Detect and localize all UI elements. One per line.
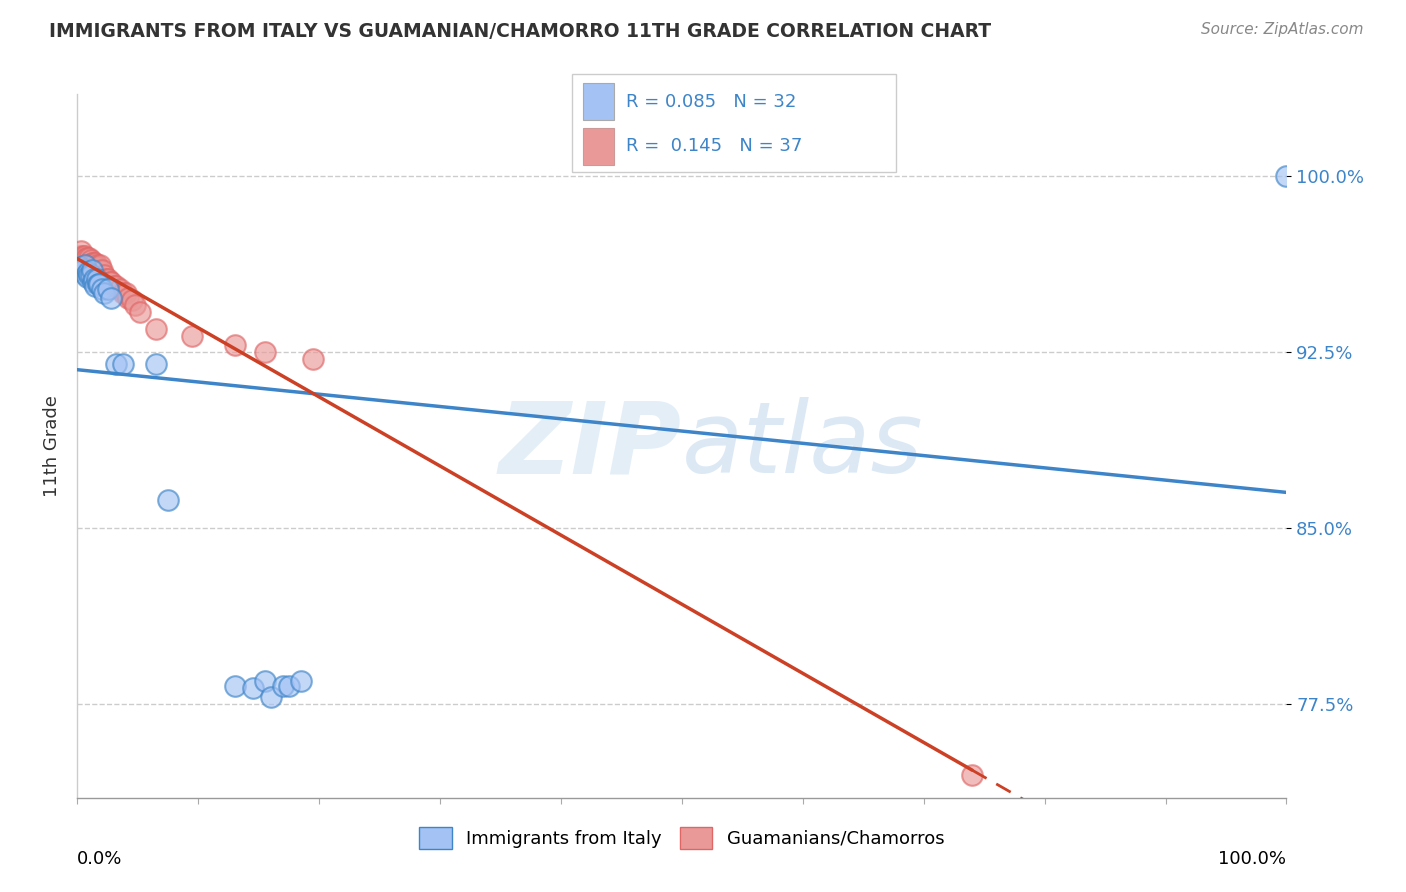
Y-axis label: 11th Grade: 11th Grade <box>42 395 60 497</box>
Point <box>108 282 131 296</box>
Text: atlas: atlas <box>682 398 924 494</box>
Point <box>80 256 103 270</box>
Point <box>224 679 246 693</box>
Point <box>83 272 105 286</box>
Point <box>124 298 146 312</box>
Point <box>105 357 128 371</box>
Point <box>69 249 91 263</box>
Point <box>100 291 122 305</box>
Point <box>260 690 283 705</box>
Point <box>103 279 125 293</box>
Point <box>70 262 93 277</box>
Point <box>87 262 110 277</box>
Point <box>105 279 128 293</box>
Point <box>145 321 167 335</box>
Point <box>84 256 107 270</box>
Point <box>70 244 93 258</box>
Point <box>96 272 118 286</box>
Text: ZIP: ZIP <box>499 398 682 494</box>
Point <box>82 256 104 270</box>
Point <box>79 253 101 268</box>
Point <box>72 249 94 263</box>
Text: IMMIGRANTS FROM ITALY VS GUAMANIAN/CHAMORRO 11TH GRADE CORRELATION CHART: IMMIGRANTS FROM ITALY VS GUAMANIAN/CHAMO… <box>49 22 991 41</box>
Point <box>79 268 101 282</box>
Text: R = 0.085   N = 32: R = 0.085 N = 32 <box>626 93 796 111</box>
Point <box>75 268 97 282</box>
Point <box>80 262 103 277</box>
Point <box>76 251 98 265</box>
Point <box>86 272 108 286</box>
Text: Source: ZipAtlas.com: Source: ZipAtlas.com <box>1201 22 1364 37</box>
Point <box>73 249 96 263</box>
Point <box>93 286 115 301</box>
Point <box>117 291 139 305</box>
Point <box>253 345 276 359</box>
Point <box>121 293 143 308</box>
Point <box>82 275 104 289</box>
Point <box>87 260 110 275</box>
Point <box>242 681 264 695</box>
Point <box>75 251 97 265</box>
Point <box>278 679 301 693</box>
Point <box>86 258 108 272</box>
Point <box>84 279 107 293</box>
Point <box>114 286 136 301</box>
Point <box>72 262 94 277</box>
Text: R =  0.145   N = 37: R = 0.145 N = 37 <box>626 137 801 155</box>
Text: 0.0%: 0.0% <box>77 850 122 868</box>
Point <box>157 493 180 508</box>
Point <box>87 277 110 291</box>
Point <box>302 352 325 367</box>
Point <box>79 268 101 282</box>
Point <box>76 269 98 284</box>
Point <box>1275 169 1298 183</box>
Point <box>960 768 983 782</box>
Text: 100.0%: 100.0% <box>1219 850 1286 868</box>
Point <box>90 282 112 296</box>
Point <box>93 268 115 282</box>
Point <box>129 305 152 319</box>
Legend: Immigrants from Italy, Guamanians/Chamorros: Immigrants from Italy, Guamanians/Chamor… <box>412 820 952 856</box>
Point <box>89 258 111 272</box>
Point <box>290 673 312 688</box>
Point <box>96 272 118 286</box>
Point <box>77 265 100 279</box>
Point <box>87 277 110 291</box>
Point <box>98 275 121 289</box>
Point <box>90 262 112 277</box>
Point <box>271 679 294 693</box>
Point <box>224 338 246 352</box>
Point <box>181 328 204 343</box>
Point <box>112 357 135 371</box>
Point <box>253 673 276 688</box>
Point <box>69 260 91 275</box>
Point <box>73 258 96 272</box>
Point <box>96 282 118 296</box>
Point <box>112 286 135 301</box>
Point <box>145 357 167 371</box>
Point <box>100 275 122 289</box>
Point <box>83 258 105 272</box>
Point <box>79 251 101 265</box>
